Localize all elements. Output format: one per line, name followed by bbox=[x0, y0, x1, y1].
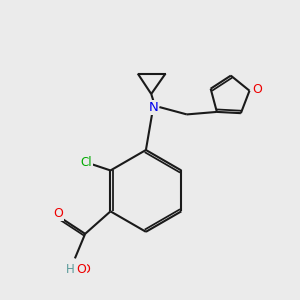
Text: O: O bbox=[80, 263, 90, 276]
Text: O: O bbox=[252, 83, 262, 96]
Text: H: H bbox=[66, 263, 74, 276]
Text: Cl: Cl bbox=[80, 156, 92, 169]
Text: N: N bbox=[148, 100, 158, 114]
Text: H: H bbox=[64, 265, 73, 275]
Text: O: O bbox=[53, 207, 63, 220]
Text: O: O bbox=[76, 263, 86, 276]
